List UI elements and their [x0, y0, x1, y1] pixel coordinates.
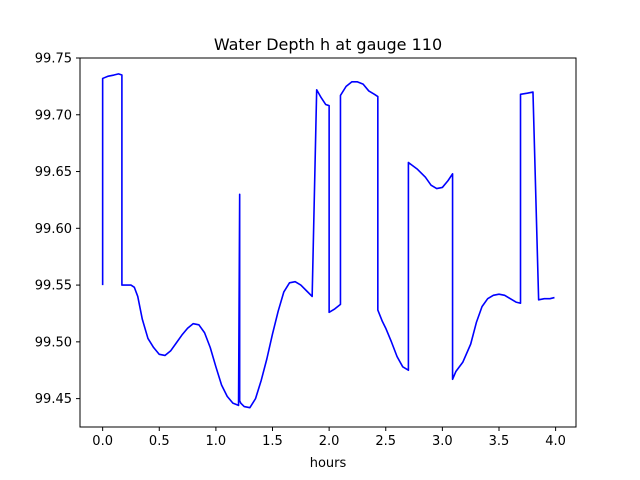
x-axis-label: hours	[310, 456, 347, 471]
plot-area	[101, 73, 555, 409]
x-tick-label: 2.0	[319, 434, 340, 449]
x-tick-label: 1.5	[262, 434, 283, 449]
x-tick-label: 0.5	[149, 434, 170, 449]
y-tick-label: 99.70	[35, 108, 72, 123]
plot-frame	[79, 57, 577, 428]
x-tick-label: 1.0	[206, 434, 227, 449]
x-tick-label: 3.0	[432, 434, 453, 449]
y-tick-label: 99.65	[35, 165, 72, 180]
y-tick-label: 99.55	[35, 279, 72, 294]
y-tick-label: 99.60	[35, 222, 72, 237]
x-tick-label: 4.0	[545, 434, 566, 449]
x-tick-label: 2.5	[375, 434, 396, 449]
y-axis-ticks: 99.45 99.50 99.55 99.60 99.65 99.70 99.75	[35, 52, 80, 407]
y-tick-label: 99.75	[35, 52, 72, 67]
x-tick-label: 3.5	[489, 434, 510, 449]
x-axis-ticks: 0.0 0.5 1.0 1.5 2.0 2.5 3.0 3.5 4.0	[92, 427, 566, 449]
series-line	[101, 73, 555, 409]
y-tick-label: 99.50	[35, 335, 72, 350]
x-tick-label: 0.0	[92, 434, 113, 449]
y-tick-label: 99.45	[35, 392, 72, 407]
chart-title: Water Depth h at gauge 110	[214, 35, 442, 54]
